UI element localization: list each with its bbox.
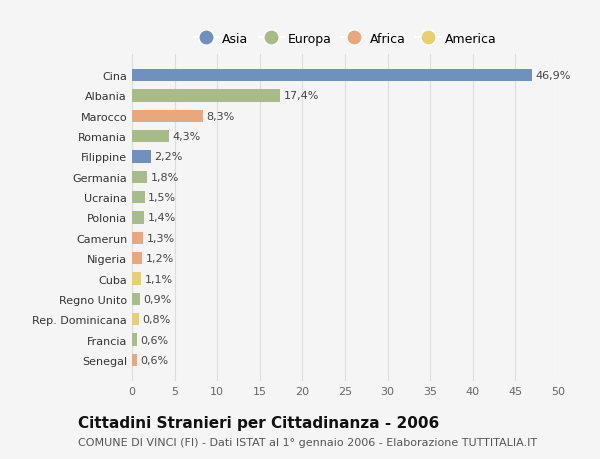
- Text: 17,4%: 17,4%: [284, 91, 319, 101]
- Bar: [132, 171, 148, 184]
- Bar: [132, 90, 280, 102]
- Text: 1,1%: 1,1%: [145, 274, 173, 284]
- Bar: [132, 131, 169, 143]
- Legend: Asia, Europa, Africa, America: Asia, Europa, Africa, America: [190, 29, 500, 49]
- Text: 1,8%: 1,8%: [151, 173, 179, 182]
- Text: 1,5%: 1,5%: [148, 193, 176, 203]
- Text: 1,4%: 1,4%: [148, 213, 176, 223]
- Bar: [132, 273, 142, 285]
- Text: COMUNE DI VINCI (FI) - Dati ISTAT al 1° gennaio 2006 - Elaborazione TUTTITALIA.I: COMUNE DI VINCI (FI) - Dati ISTAT al 1° …: [78, 437, 537, 447]
- Text: 1,3%: 1,3%: [146, 233, 175, 243]
- Text: 0,6%: 0,6%: [140, 355, 169, 365]
- Text: 46,9%: 46,9%: [535, 71, 571, 81]
- Bar: [132, 70, 532, 82]
- Text: 2,2%: 2,2%: [154, 152, 182, 162]
- Text: 4,3%: 4,3%: [172, 132, 200, 142]
- Bar: [132, 151, 151, 163]
- Bar: [132, 111, 203, 123]
- Bar: [132, 192, 145, 204]
- Bar: [132, 354, 137, 366]
- Text: Cittadini Stranieri per Cittadinanza - 2006: Cittadini Stranieri per Cittadinanza - 2…: [78, 415, 439, 431]
- Bar: [132, 212, 144, 224]
- Bar: [132, 293, 140, 305]
- Text: 1,2%: 1,2%: [146, 254, 174, 263]
- Text: 0,9%: 0,9%: [143, 294, 172, 304]
- Bar: [132, 313, 139, 325]
- Text: 0,6%: 0,6%: [140, 335, 169, 345]
- Bar: [132, 334, 137, 346]
- Bar: [132, 232, 143, 244]
- Bar: [132, 252, 142, 265]
- Text: 0,8%: 0,8%: [142, 314, 170, 325]
- Text: 8,3%: 8,3%: [206, 112, 235, 122]
